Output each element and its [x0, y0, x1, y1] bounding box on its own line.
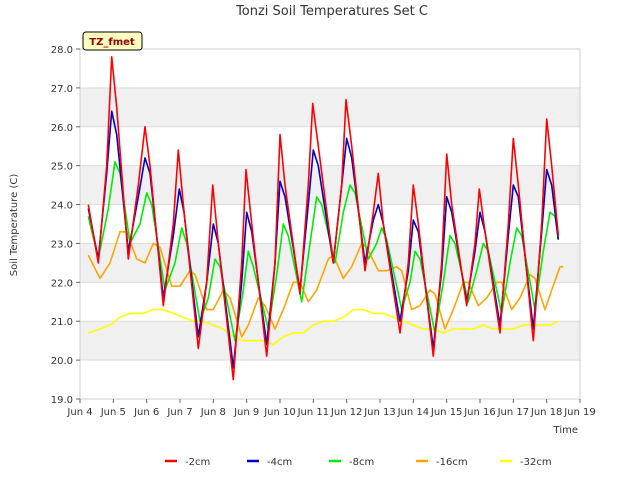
y-tick-label: 21.0: [51, 317, 73, 328]
x-tick-label: Jun 14: [397, 407, 430, 418]
x-tick-label: Jun 6: [133, 407, 159, 418]
y-tick-label: 27.0: [51, 84, 73, 95]
plot-background-bands: [80, 87, 580, 361]
legend-label: -4cm: [267, 457, 292, 468]
grid-band: [80, 87, 580, 127]
x-tick-label: Jun 7: [166, 407, 192, 418]
y-tick-label: 28.0: [51, 45, 73, 56]
plot-area-frame: [79, 48, 581, 400]
x-tick-label: Jun 5: [100, 407, 126, 418]
y-tick-label: 22.0: [51, 278, 73, 289]
grid-band: [80, 321, 580, 361]
y-tick-label: 23.0: [51, 239, 73, 250]
x-tick-label: Jun 8: [200, 407, 226, 418]
x-tick-label: Jun 17: [497, 407, 530, 418]
y-tick-label: 20.0: [51, 356, 73, 367]
x-tick-label: Jun 11: [297, 407, 330, 418]
grid-band: [80, 165, 580, 205]
annotation-label: TZ_fmet: [89, 37, 135, 48]
series-line-32cmcm: [88, 308, 559, 346]
x-tick-label: Jun 10: [263, 407, 296, 418]
tz-fmet-annotation: TZ_fmet: [82, 31, 143, 51]
x-axis-label: Time: [553, 425, 578, 436]
x-tick-label: Jun 19: [563, 407, 596, 418]
x-tick-label: Jun 15: [430, 407, 463, 418]
y-tick-label: 25.0: [51, 162, 73, 173]
y-tick-label: 26.0: [51, 123, 73, 134]
x-tick-label: Jun 12: [330, 407, 363, 418]
legend-label: -16cm: [436, 457, 468, 468]
x-tick-label: Jun 18: [530, 407, 563, 418]
series-lines: [87, 56, 564, 381]
x-tick-label: Jun 16: [463, 407, 496, 418]
legend: -2cm -4cm -8cm -16cm -32cm: [165, 457, 552, 468]
legend-label: -8cm: [349, 457, 374, 468]
y-tick-label: 19.0: [51, 395, 73, 406]
y-axis-label: Soil Temperature (C): [9, 174, 20, 277]
y-axis-ticks: 19.0 20.0 21.0 22.0 23.0 24.0 25.0 26.0 27.0 28.0: [51, 45, 80, 406]
annotation-box: [82, 31, 143, 51]
y-tick-label: 24.0: [51, 201, 73, 212]
x-tick-label: Jun 13: [363, 407, 396, 418]
legend-label: -32cm: [520, 457, 552, 468]
legend-label: -2cm: [185, 457, 210, 468]
x-axis-ticks: Jun 4 Jun 5 Jun 6 Jun 7 Jun 8 Jun 9 Jun 10 Jun …: [66, 399, 596, 418]
x-tick-label: Jun 9: [233, 407, 259, 418]
series-line-2cmcm: [87, 56, 560, 381]
chart-title: Tonzi Soil Temperatures Set C: [235, 4, 428, 19]
x-tick-label: Jun 4: [66, 407, 92, 418]
